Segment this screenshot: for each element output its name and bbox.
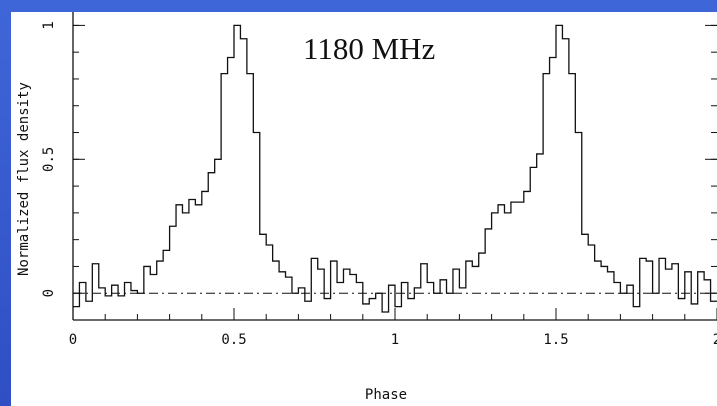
plot-panel: 0 0.5 1 1.5 2 0 0.5 1 1180 MHz Phase Normalized… xyxy=(11,12,717,406)
y-tick-label: 1 xyxy=(41,21,57,29)
x-tick-label: 1.5 xyxy=(543,332,568,348)
x-tick-label: 0 xyxy=(69,332,77,348)
y-tick-label: 0 xyxy=(41,289,57,297)
x-axis-label: Phase xyxy=(365,387,407,403)
x-tick-label: 0.5 xyxy=(221,332,246,348)
y-tick-label: 0.5 xyxy=(41,147,57,172)
y-axis-label: Normalized flux density xyxy=(16,82,32,276)
x-tick-label: 1 xyxy=(391,332,399,348)
flux-phase-chart: 0 0.5 1 1.5 2 0 0.5 1 1180 MHz Phase Normalized… xyxy=(16,12,717,403)
tick-labels: 0 0.5 1 1.5 2 0 0.5 1 xyxy=(41,21,717,348)
pulse-profile-series xyxy=(73,24,717,313)
x-tick-label: 2 xyxy=(713,332,717,348)
frequency-annotation: 1180 MHz xyxy=(303,31,435,66)
axis-ticks xyxy=(72,24,717,321)
